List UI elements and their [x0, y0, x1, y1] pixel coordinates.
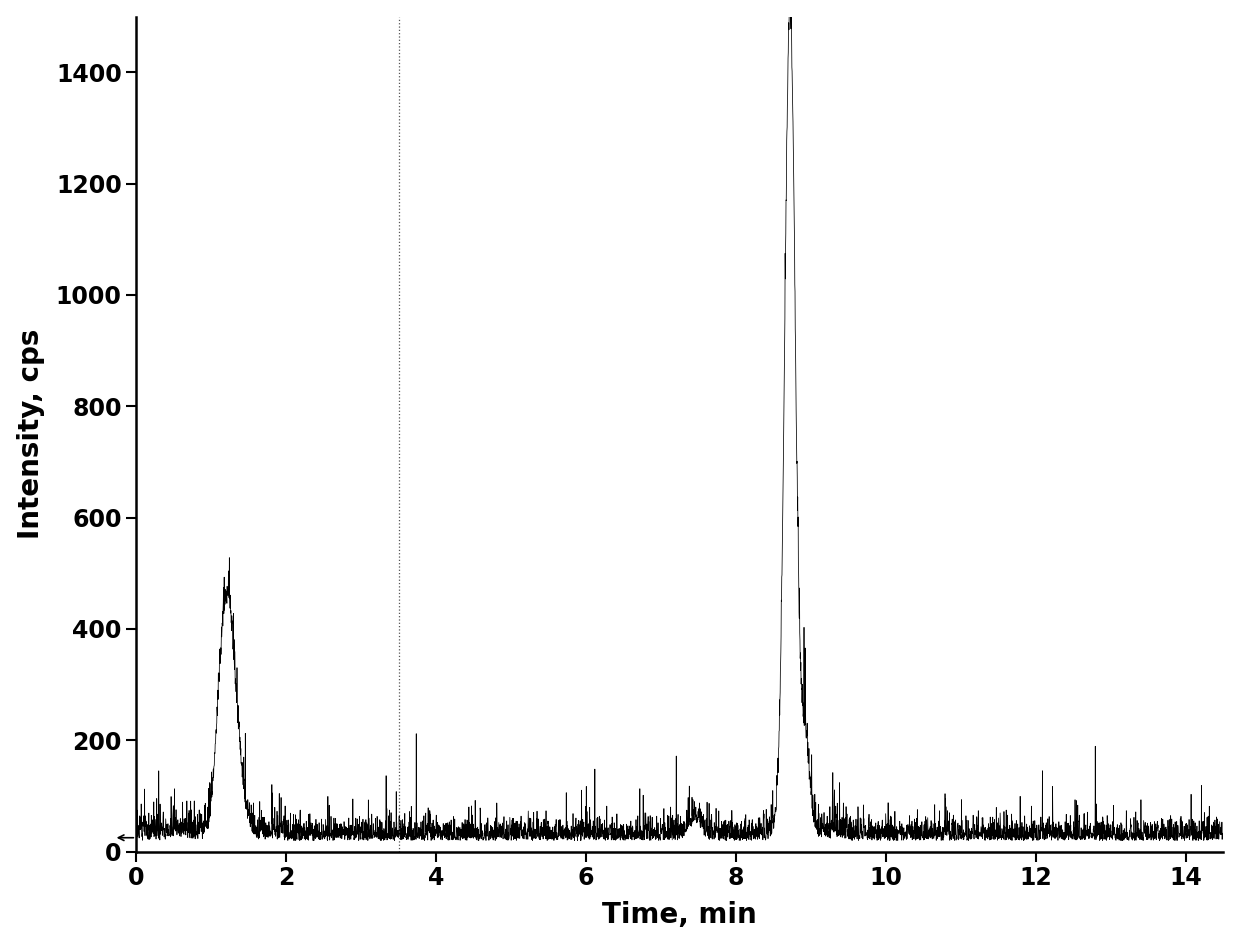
X-axis label: Time, min: Time, min — [603, 902, 758, 929]
Y-axis label: Intensity, cps: Intensity, cps — [16, 329, 45, 539]
